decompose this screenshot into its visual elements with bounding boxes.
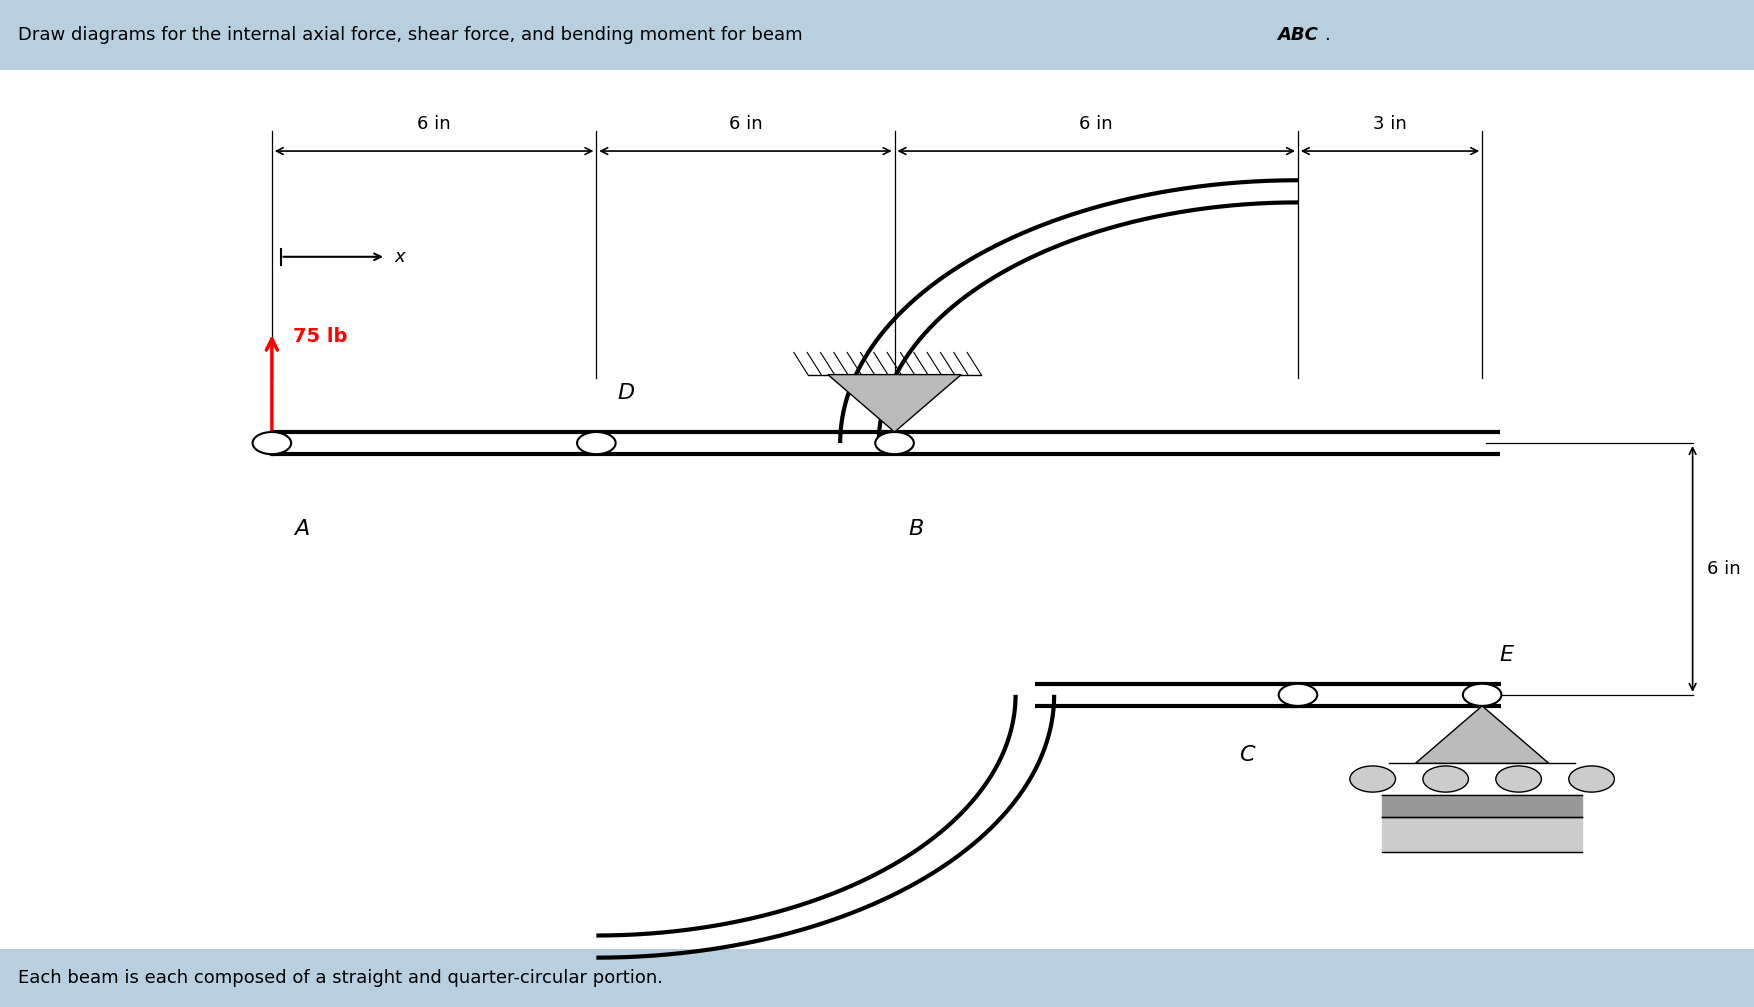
Text: ABC: ABC xyxy=(1277,26,1317,44)
Polygon shape xyxy=(1415,706,1549,763)
Text: A: A xyxy=(295,519,310,539)
Text: 6 in: 6 in xyxy=(1707,560,1740,578)
Circle shape xyxy=(1351,766,1396,793)
Text: 6 in: 6 in xyxy=(417,115,451,133)
Bar xyxy=(0,949,1754,1007)
Circle shape xyxy=(253,432,291,454)
Circle shape xyxy=(1279,684,1317,706)
Polygon shape xyxy=(828,375,961,432)
Circle shape xyxy=(1422,766,1468,793)
Text: C: C xyxy=(1238,745,1254,765)
Circle shape xyxy=(1568,766,1614,793)
Text: .: . xyxy=(1324,26,1330,44)
Text: Each beam is each composed of a straight and quarter-circular portion.: Each beam is each composed of a straight… xyxy=(18,969,663,987)
Text: D: D xyxy=(617,383,635,403)
Text: 6 in: 6 in xyxy=(728,115,763,133)
Bar xyxy=(0,0,1754,70)
Text: E: E xyxy=(1500,644,1514,665)
Text: 75 lb: 75 lb xyxy=(293,327,347,346)
Circle shape xyxy=(875,432,914,454)
Circle shape xyxy=(577,432,616,454)
Text: B: B xyxy=(909,519,924,539)
Text: Draw diagrams for the internal axial force, shear force, and bending moment for : Draw diagrams for the internal axial for… xyxy=(18,26,809,44)
Circle shape xyxy=(1496,766,1542,793)
Circle shape xyxy=(1463,684,1501,706)
Text: x: x xyxy=(395,248,405,266)
Text: 3 in: 3 in xyxy=(1373,115,1407,133)
Text: 6 in: 6 in xyxy=(1079,115,1114,133)
